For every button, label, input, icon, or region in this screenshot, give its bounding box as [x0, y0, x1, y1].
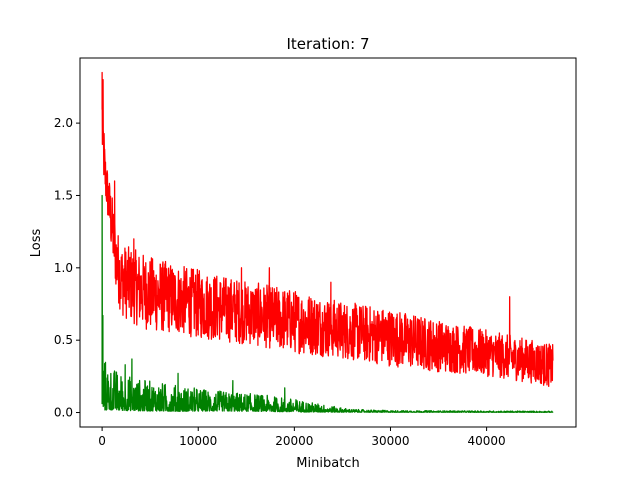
x-tick-label: 10000 [179, 434, 217, 448]
red-loss-series-line [101, 71, 554, 388]
x-tick-label: 30000 [371, 434, 409, 448]
y-tick-label: 2.0 [54, 116, 73, 130]
chart-title: Iteration: 7 [287, 35, 370, 53]
y-tick-label: 0.0 [54, 406, 73, 420]
series-layer [101, 71, 554, 413]
x-tick-label: 20000 [275, 434, 313, 448]
y-axis: 0.0 0.5 1.0 1.5 2.0 [54, 116, 80, 420]
y-tick-label: 1.5 [54, 188, 73, 202]
green-loss-series-line [101, 194, 554, 413]
x-tick-label: 40000 [468, 434, 506, 448]
y-axis-label: Loss [29, 229, 44, 258]
x-tick-label: 0 [98, 434, 106, 448]
plot-frame [79, 57, 577, 428]
x-axis-label: Minibatch [296, 456, 359, 471]
x-axis: 0 10000 20000 30000 40000 [98, 427, 506, 448]
y-tick-label: 1.0 [54, 261, 73, 275]
y-tick-label: 0.5 [54, 333, 73, 347]
